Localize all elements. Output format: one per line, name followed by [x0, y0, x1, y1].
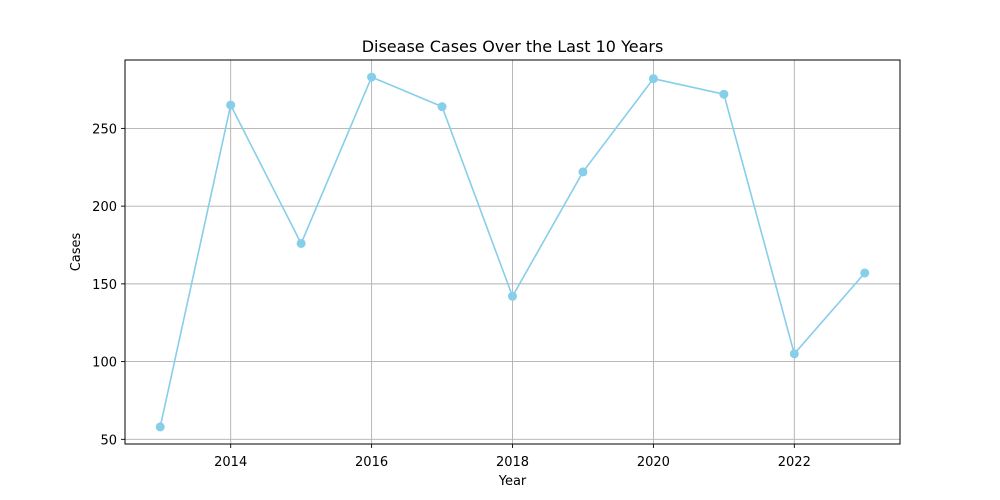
- data-point: [296, 238, 306, 248]
- data-point: [508, 291, 517, 301]
- x-tick-label: 2020: [637, 455, 670, 470]
- x-tick-label: 2022: [778, 455, 811, 470]
- y-axis-label: Cases: [69, 232, 84, 271]
- data-point: [155, 422, 165, 432]
- data-point: [437, 102, 447, 112]
- data-point: [578, 167, 588, 177]
- x-tick-label: 2016: [355, 455, 388, 470]
- y-tick-label: 150: [92, 278, 117, 293]
- chart-title: Disease Cases Over the Last 10 Years: [362, 37, 664, 56]
- x-tick-label: 2018: [496, 455, 529, 470]
- data-point: [367, 72, 377, 82]
- y-tick-label: 50: [100, 433, 117, 448]
- series-layer: [155, 72, 870, 432]
- axes-ticks: 2014 2016 2018 2020 2022 50 100 150 200 250: [92, 122, 811, 470]
- data-point: [226, 100, 236, 110]
- data-point: [860, 268, 870, 278]
- x-axis-label: Year: [498, 474, 527, 489]
- grid: [125, 60, 900, 444]
- data-point: [648, 74, 658, 84]
- y-tick-label: 100: [92, 356, 117, 371]
- x-tick-label: 2014: [214, 455, 247, 470]
- y-tick-label: 200: [92, 200, 117, 215]
- data-point: [719, 89, 729, 99]
- data-point: [789, 349, 799, 359]
- y-tick-label: 250: [92, 122, 117, 137]
